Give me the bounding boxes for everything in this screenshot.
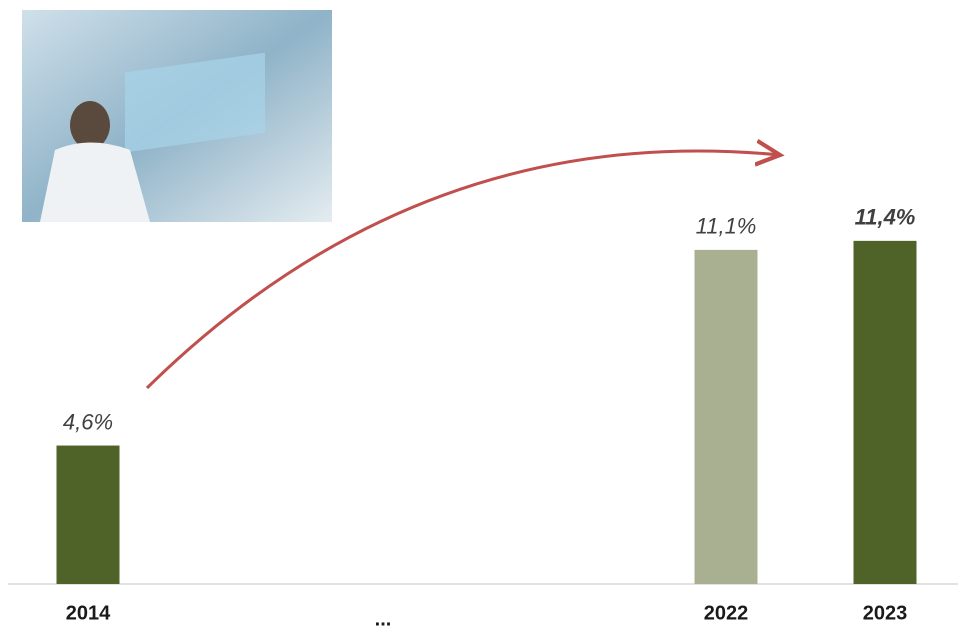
value-label: 11,4%: [855, 205, 916, 230]
photo: [22, 10, 332, 222]
x-tick-label: 2022: [704, 602, 749, 624]
trend-arrow: [145, 151, 780, 390]
value-label: 4,6%: [63, 409, 113, 434]
x-tick-label: ...: [375, 608, 392, 630]
x-tick-label: 2014: [66, 602, 111, 624]
value-label: 11,1%: [696, 214, 757, 239]
bar: [56, 445, 120, 584]
bar: [853, 240, 917, 585]
bar: [694, 249, 758, 584]
x-tick-label: 2023: [863, 602, 908, 624]
